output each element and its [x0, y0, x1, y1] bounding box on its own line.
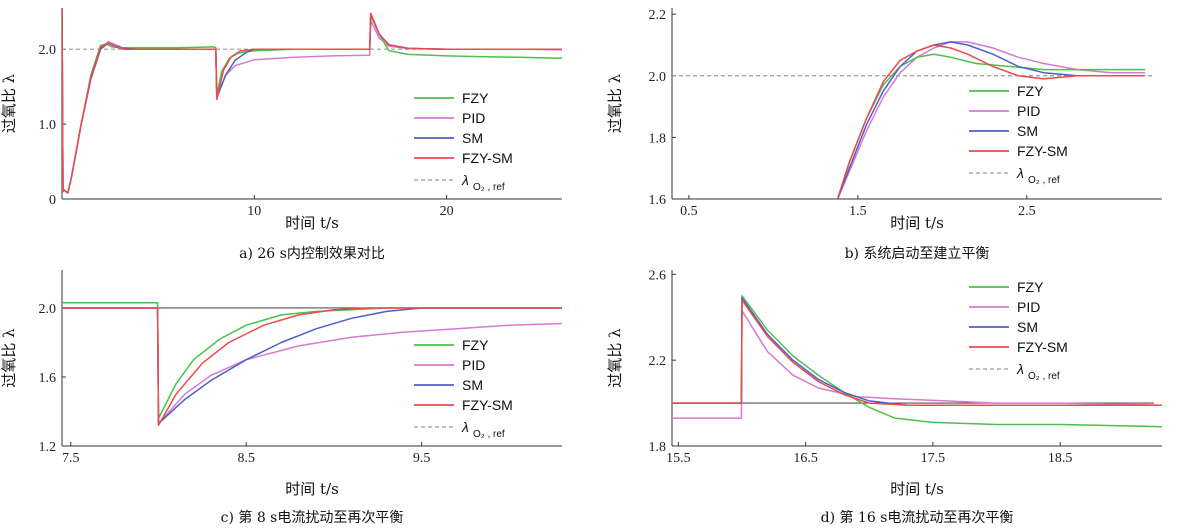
- legend-label: FZY: [1017, 279, 1044, 295]
- series-line-fzy-sm: [672, 299, 1162, 406]
- series-line-sm: [836, 41, 1146, 199]
- x-tick-label: 0.5: [680, 204, 698, 219]
- y-tick-label: 1.6: [649, 193, 667, 208]
- y-tick-label: 1.6: [39, 371, 57, 386]
- series-line-fzy-sm: [62, 8, 562, 194]
- legend-label: FZY-SM: [1017, 143, 1068, 159]
- legend-label: PID: [462, 357, 485, 373]
- y-axis-label: 过氧比 λ: [606, 73, 624, 133]
- series-line-fzy-sm: [62, 307, 562, 427]
- x-tick-label: 20: [440, 204, 454, 219]
- y-tick-label: 2.0: [39, 302, 57, 317]
- legend-label-ref: λ: [461, 419, 469, 435]
- legend-label: PID: [1017, 103, 1040, 119]
- legend-label-ref-sub: O₂ , ref: [1028, 175, 1060, 186]
- legend-label: FZY: [462, 90, 489, 106]
- y-tick-label: 2.0: [649, 70, 667, 85]
- x-axis-label: 时间 t/s: [285, 214, 339, 232]
- series-line-pid: [672, 310, 1162, 419]
- chart-panel-1: 10 20 0 1.0 2.0 FZY PID SM FZY-SM λ O₂ , ref 时间 t/s…: [0, 8, 562, 262]
- legend-label: FZY-SM: [462, 150, 513, 166]
- legend-label-ref-sub: O₂ , ref: [473, 429, 505, 440]
- legend-label-ref: λ: [1016, 165, 1024, 181]
- legend-label-ref-sub: O₂ , ref: [473, 182, 505, 193]
- legend-label: SM: [462, 377, 483, 393]
- legend-label: PID: [1017, 299, 1040, 315]
- legend-label-ref-sub: O₂ , ref: [1028, 371, 1060, 382]
- figure-caption: d) 第 16 s电流扰动至再次平衡: [821, 509, 1014, 526]
- y-tick-label: 2.2: [649, 354, 667, 369]
- x-tick-label: 10: [247, 204, 261, 219]
- legend-label-ref: λ: [1016, 361, 1024, 377]
- x-tick-label: 1.5: [849, 204, 867, 219]
- y-axis-label: 过氧比 λ: [0, 328, 18, 388]
- x-axis-label: 时间 t/s: [285, 480, 339, 498]
- y-tick-label: 0: [49, 193, 56, 208]
- x-tick-label: 8.5: [237, 451, 255, 466]
- x-tick-label: 16.5: [793, 451, 818, 466]
- y-tick-label: 1.0: [39, 118, 57, 133]
- x-tick-label: 15.5: [666, 451, 691, 466]
- legend-label: FZY-SM: [1017, 339, 1068, 355]
- x-tick-label: 18.5: [1048, 451, 1073, 466]
- y-axis-label: 过氧比 λ: [0, 73, 18, 133]
- series-line-fzy-sm: [836, 44, 1146, 199]
- chart-panel-3: 7.5 8.5 9.5 1.2 1.6 2.0 FZY PID SM FZY-SM λ O₂ , re…: [0, 270, 562, 526]
- figure-caption: a) 26 s内控制效果对比: [239, 246, 385, 262]
- legend-label: SM: [462, 130, 483, 146]
- x-tick-label: 17.5: [921, 451, 946, 466]
- figure-caption: c) 第 8 s电流扰动至再次平衡: [221, 509, 404, 526]
- legend-label: SM: [1017, 123, 1038, 139]
- legend-label: FZY: [1017, 83, 1044, 99]
- y-tick-label: 2.2: [649, 8, 667, 23]
- y-tick-label: 1.8: [649, 440, 667, 455]
- chart-panel-2: 0.5 1.5 2.5 1.6 1.8 2.0 2.2 FZY PID SM FZY-SM λ O₂ ,…: [606, 8, 1162, 262]
- y-axis-label: 过氧比 λ: [606, 328, 624, 388]
- x-axis-label: 时间 t/s: [890, 480, 944, 498]
- y-tick-label: 2.0: [39, 43, 57, 58]
- x-tick-label: 7.5: [62, 451, 80, 466]
- y-tick-label: 2.6: [649, 268, 667, 283]
- legend-label: PID: [462, 110, 485, 126]
- y-tick-label: 1.2: [39, 440, 57, 455]
- legend-label: FZY: [462, 337, 489, 353]
- legend-label: SM: [1017, 319, 1038, 335]
- x-tick-label: 2.5: [1018, 204, 1036, 219]
- legend-label: FZY-SM: [462, 397, 513, 413]
- legend-label-ref: λ: [461, 172, 469, 188]
- series-line-sm: [672, 297, 1162, 406]
- x-axis-label: 时间 t/s: [890, 214, 944, 232]
- figure-caption: b) 系统启动至建立平衡: [845, 246, 990, 262]
- chart-panel-4: 15.5 16.5 17.5 18.5 1.8 2.2 2.6 FZY PID SM FZY-SM λ…: [606, 268, 1162, 526]
- y-tick-label: 1.8: [649, 131, 667, 146]
- x-tick-label: 9.5: [413, 451, 431, 466]
